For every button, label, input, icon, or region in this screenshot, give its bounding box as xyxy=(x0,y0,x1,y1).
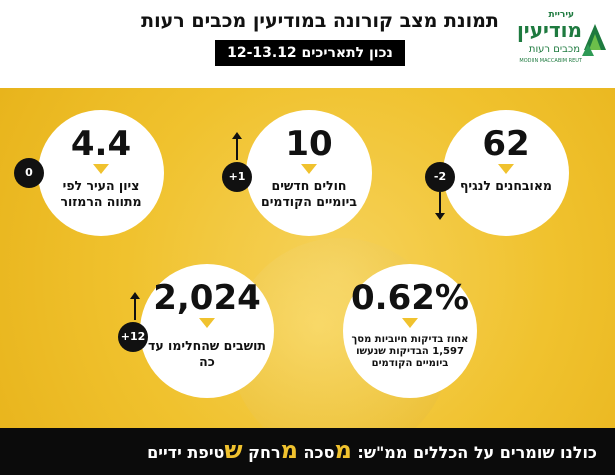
arrow-up-icon xyxy=(130,292,140,320)
slogan-hygiene-rest: טיפת ידיים xyxy=(147,443,225,462)
stat-label: תושבים שהחלימו עד כה xyxy=(148,338,266,369)
logo-mark-icon xyxy=(582,24,606,56)
pointer-triangle-icon xyxy=(93,164,109,174)
city-logo: עיריית מודיעין מכבים רעות MODIIN MACCABI… xyxy=(515,8,610,78)
stat-label: ציון העיר לפי מתווה הרמזור xyxy=(60,178,142,209)
header: תמונת מצב קורונה במודיעין מכבים רעות נכו… xyxy=(0,0,615,88)
pointer-triangle-icon xyxy=(301,164,317,174)
change-badge: -2 xyxy=(425,162,455,192)
change-badge: +1 xyxy=(222,162,252,192)
pointer-triangle-icon xyxy=(199,318,215,328)
slogan-hygiene-initial: ש xyxy=(224,436,243,464)
stat-value: 4.4 xyxy=(70,124,132,164)
slogan-mask-initial: מ xyxy=(334,436,352,464)
stat-diagnosed: 62 מאובחנים לנגיף xyxy=(443,110,569,236)
arrow-up-icon xyxy=(232,132,242,160)
stat-label: אחוז בדיקות חיוביות מסך 1,597 הבדיקות שנ… xyxy=(351,334,469,369)
stat-value: 2,024 xyxy=(153,278,261,318)
logo-small-text: עיריית xyxy=(548,10,574,20)
page-title: תמונת מצב קורונה במודיעין מכבים רעות xyxy=(141,10,499,32)
date-badge: נכון לתאריכים 12-13.12 xyxy=(215,40,405,66)
pointer-triangle-icon xyxy=(402,318,418,328)
stat-label: חולים חדשים ביומיים הקודמים xyxy=(261,178,357,209)
slogan-intro: כולנו שומרים על הכללים ממ"ש: xyxy=(357,443,597,462)
slogan-mask-rest: סכה xyxy=(303,443,335,462)
logo-sub-text: מכבים רעות xyxy=(528,44,580,55)
stat-city-score: 4.4 ציון העיר לפי מתווה הרמזור xyxy=(38,110,164,236)
stat-positive-rate: 0.62% אחוז בדיקות חיוביות מסך 1,597 הבדי… xyxy=(343,264,477,398)
slogan-distance-initial: מ xyxy=(280,436,298,464)
slogan-distance-rest: רחק xyxy=(248,443,281,462)
rules-slogan: כולנו שומרים על הכללים ממ"ש: מסכה מרחק ש… xyxy=(147,436,597,464)
pointer-triangle-icon xyxy=(498,164,514,174)
logo-main-text: מודיעין xyxy=(516,18,582,42)
stat-value: 10 xyxy=(285,124,333,164)
stat-recovered: 2,024 תושבים שהחלימו עד כה xyxy=(140,264,274,398)
stats-panel: 4.4 ציון העיר לפי מתווה הרמזור 0 10 חולי… xyxy=(0,88,615,428)
stat-new-cases: 10 חולים חדשים ביומיים הקודמים xyxy=(246,110,372,236)
logo-english-text: MODIIN MACCABIM REUT xyxy=(519,58,582,64)
stat-value: 62 xyxy=(482,124,530,164)
change-badge: +12 xyxy=(118,322,148,352)
footer-banner: כולנו שומרים על הכללים ממ"ש: מסכה מרחק ש… xyxy=(0,428,615,475)
stat-label: מאובחנים לנגיף xyxy=(460,178,552,193)
arrow-down-icon xyxy=(435,192,445,220)
change-badge: 0 xyxy=(14,158,44,188)
stat-value: 0.62% xyxy=(351,278,469,318)
